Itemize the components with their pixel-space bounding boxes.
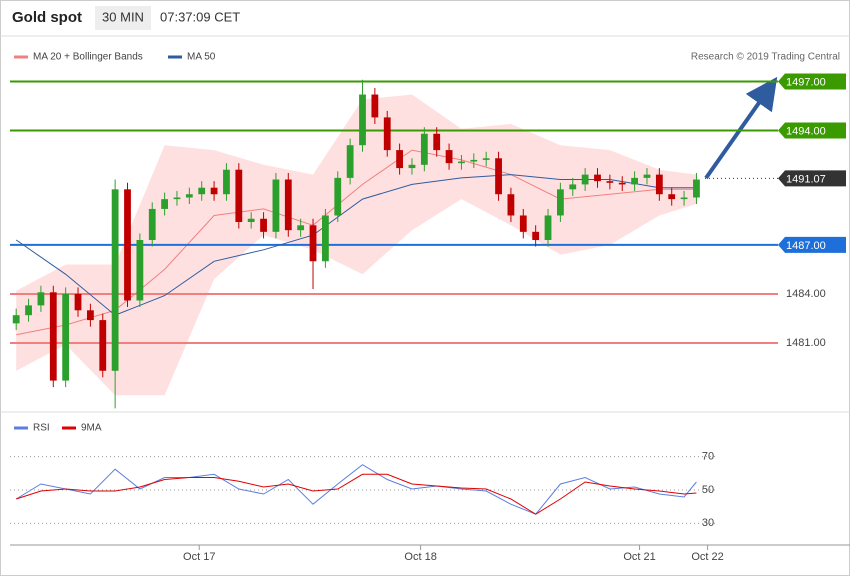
candle-body: [655, 174, 663, 195]
level-label: 1484.00: [786, 288, 826, 300]
candle-body: [74, 293, 82, 311]
candle-body: [420, 133, 428, 165]
candle-body: [359, 94, 366, 146]
forecast-arrow: [704, 76, 778, 180]
attribution: Research © 2019 Trading Central: [691, 52, 840, 63]
y-tick-label: 70: [702, 451, 714, 463]
candle-body: [37, 292, 45, 306]
candle-body: [235, 169, 243, 223]
candle-body: [247, 218, 255, 223]
level-label: 1491.07: [786, 173, 826, 185]
x-tick-label: Oct 21: [623, 551, 655, 563]
candle-body: [334, 177, 342, 216]
candle-body: [556, 189, 564, 216]
candle-body: [12, 315, 20, 324]
y-tick-label: 50: [702, 484, 714, 496]
interval-box: [95, 6, 151, 30]
candle-body: [210, 187, 218, 195]
candle-body: [606, 181, 614, 183]
legend-label: RSI: [33, 423, 50, 434]
level-tag: [778, 73, 846, 90]
ma-line: [15, 174, 697, 316]
candle-body: [198, 187, 206, 195]
candle-body: [433, 133, 441, 151]
level-tag: [778, 236, 846, 253]
legend-label: MA 50: [187, 52, 216, 63]
candle-body: [86, 310, 94, 321]
candle-body: [594, 174, 601, 182]
y-tick-label: 30: [702, 517, 714, 529]
candle-body: [284, 179, 292, 231]
candle-body: [99, 320, 107, 371]
candle-body: [408, 164, 416, 169]
candle-body: [185, 194, 193, 198]
level-label: 1487.00: [786, 240, 826, 252]
candle-body: [581, 174, 589, 185]
level-tag: [778, 122, 846, 139]
legend-label: 9MA: [81, 423, 102, 434]
instrument-title: Gold spot: [12, 9, 82, 26]
candle-body: [161, 199, 169, 209]
candle-body: [470, 159, 478, 162]
candle-body: [297, 225, 305, 231]
level-label: 1481.00: [786, 337, 826, 349]
candle-body: [458, 161, 465, 164]
candle-body: [111, 189, 119, 371]
level-label: 1494.00: [786, 125, 826, 137]
legend-label: MA 20 + Bollinger Bands: [33, 52, 143, 63]
candle-body: [260, 218, 267, 232]
candle-body: [62, 293, 70, 381]
candle-body: [643, 174, 651, 178]
rsi-line: [16, 473, 697, 515]
candle-body: [321, 215, 329, 262]
candle-body: [532, 231, 540, 240]
candle-body: [569, 184, 577, 190]
level-label: 1497.00: [786, 76, 826, 88]
candle-body: [507, 194, 515, 216]
timestamp: 07:37:09 CET: [160, 9, 240, 24]
candle-body: [383, 117, 391, 151]
candle-body: [148, 208, 156, 240]
candle-body: [396, 150, 404, 169]
candle-body: [272, 179, 280, 232]
x-tick-label: Oct 17: [183, 551, 215, 563]
candle-body: [668, 194, 676, 200]
candle-body: [631, 177, 639, 185]
candle-body: [544, 215, 552, 240]
candle-body: [223, 169, 230, 195]
candle-body: [680, 197, 688, 200]
plot-layer: 1497.00 1494.00 1491.07 1487.00 1484.00 1481.…: [10, 52, 850, 563]
candle-body: [519, 215, 527, 232]
candle-body: [371, 94, 379, 118]
candle-body: [693, 179, 700, 198]
candle-body: [495, 158, 502, 195]
candle-body: [173, 197, 181, 200]
candle-body: [136, 240, 144, 301]
interval: 30 MIN: [102, 9, 144, 24]
level-tag: [778, 170, 846, 187]
candle-body: [49, 292, 57, 381]
candle-body: [618, 182, 626, 185]
candle-body: [482, 158, 490, 160]
candle-body: [309, 225, 317, 262]
x-tick-label: Oct 18: [404, 551, 436, 563]
rsi-line: [15, 464, 697, 515]
candle-body: [124, 189, 131, 301]
ma20-line: [16, 149, 697, 336]
x-tick-label: Oct 22: [691, 551, 723, 563]
candle-body: [25, 305, 32, 316]
candle-body: [346, 145, 354, 178]
candle-body: [445, 150, 453, 164]
